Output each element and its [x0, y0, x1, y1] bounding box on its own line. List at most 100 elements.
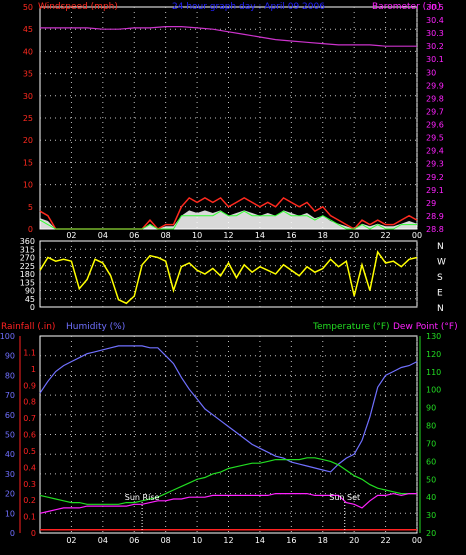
- windspeed-tick-label: 20: [23, 136, 33, 145]
- humidity-tick-label: 40: [5, 450, 15, 459]
- rainfall-tick-label: 1.1: [23, 348, 36, 357]
- barometer-tick-label: 29.3: [426, 160, 444, 169]
- x-tick-label: 22: [380, 536, 390, 545]
- windspeed-tick-label: 40: [23, 47, 33, 56]
- barometer-tick-label: 29.5: [426, 134, 444, 143]
- barometer-tick-label: 30: [426, 68, 436, 77]
- temperature-tick-label: 120: [426, 350, 441, 359]
- x-tick-label: 16: [286, 231, 296, 240]
- windspeed-tick-label: 35: [23, 70, 33, 79]
- barometer-axis-label: Barometer (.in): [372, 2, 441, 12]
- windspeed-axis-label: Windspeed (mph): [38, 2, 118, 12]
- barometer-tick-label: 29.7: [426, 107, 444, 116]
- rainfall-axis-label: Rainfall (.in): [1, 322, 55, 332]
- x-tick-label: 10: [192, 536, 202, 545]
- humidity-tick-label: 90: [5, 352, 15, 361]
- humidity-tick-label: 30: [5, 470, 15, 479]
- x-tick-label: 06: [129, 231, 139, 240]
- direction-tick-label: 180: [20, 270, 35, 279]
- humidity-tick-label: 80: [5, 371, 15, 380]
- barometer-tick-label: 30.5: [426, 3, 444, 12]
- barometer-tick-label: 29.8: [426, 94, 444, 103]
- temperature-line: [39, 457, 417, 505]
- temperature-tick-label: 100: [426, 386, 441, 395]
- panel-2-series: [39, 250, 418, 305]
- x-tick-label: 12: [223, 536, 233, 545]
- temperature-tick-label: 80: [426, 422, 436, 431]
- x-tick-label: 18: [318, 231, 328, 240]
- humidity-tick-label: 20: [5, 490, 15, 499]
- x-tick-label: 02: [66, 536, 76, 545]
- rainfall-tick-label: 0.2: [23, 496, 36, 505]
- temperature-tick-label: 40: [426, 493, 436, 502]
- compass-label: W: [437, 258, 446, 268]
- direction-tick-label: 135: [20, 278, 35, 287]
- windspeed-axis-ticks: 0 5 10 15 20 25 30 35 40 45 50: [23, 3, 33, 234]
- x-tick-label: 20: [349, 231, 359, 240]
- temperature-axis-ticks: 20 30 40 50 60 70 80 90 100 110 120 130: [419, 332, 441, 538]
- windspeed-tick-label: 45: [23, 25, 33, 34]
- compass-label: N: [437, 242, 444, 252]
- barometer-tick-label: 29.2: [426, 173, 444, 182]
- barometer-axis-ticks: 28.8 28.9 29 29.1 29.2 29.3 29.4 29.5 29.6 29.7 29…: [426, 3, 444, 234]
- panel-1-series: [39, 26, 418, 230]
- barometer-line: [40, 26, 417, 47]
- x-tick-label: 04: [98, 231, 108, 240]
- rainfall-axis-ticks: 0 0.1 0.2 0.3 0.4 0.5 0.6 0.7 0.8 0.9 1 1.1: [19, 336, 36, 538]
- barometer-tick-label: 30.3: [426, 29, 444, 38]
- rainfall-tick-label: 0.5: [23, 447, 36, 456]
- x-tick-label: 20: [349, 536, 359, 545]
- humidity-tick-label: 100: [0, 332, 15, 341]
- humidity-tick-label: 50: [5, 431, 15, 440]
- x-tick-label: 18: [318, 536, 328, 545]
- direction-tick-label: 90: [25, 287, 35, 296]
- x-tick-label: 02: [66, 231, 76, 240]
- rainfall-tick-label: 0.7: [23, 414, 36, 423]
- x-tick-label: 10: [192, 231, 202, 240]
- sun-marker-label: Sun Set: [329, 493, 360, 502]
- panel-1-grid: [40, 7, 418, 229]
- compass-label: N: [437, 304, 444, 314]
- barometer-tick-label: 30.1: [426, 55, 444, 64]
- temperature-axis-label: Temperature (°F): [312, 322, 390, 332]
- direction-tick-label: 45: [25, 295, 35, 304]
- temperature-tick-label: 70: [426, 439, 436, 448]
- humidity-tick-label: 10: [5, 509, 15, 518]
- barometer-tick-label: 30.2: [426, 42, 444, 51]
- barometer-tick-label: 28.8: [426, 225, 444, 234]
- barometer-tick-label: 29: [426, 199, 436, 208]
- barometer-tick-label: 29.9: [426, 81, 444, 90]
- windspeed-tick-label: 10: [23, 181, 33, 190]
- rainfall-tick-label: 0.4: [23, 463, 36, 472]
- sun-marker-label: Sun Rise: [125, 493, 160, 502]
- temperature-tick-label: 30: [426, 511, 436, 520]
- rainfall-tick-label: 0.3: [23, 480, 36, 489]
- sun-annotations: Sun Rise Sun Set: [125, 493, 360, 533]
- windspeed-tick-label: 5: [28, 203, 33, 212]
- rainfall-tick-label: 0.9: [23, 381, 36, 390]
- barometer-tick-label: 28.9: [426, 212, 444, 221]
- rainfall-tick-label: 0.6: [23, 431, 36, 440]
- windspeed-tick-label: 50: [23, 3, 33, 12]
- direction-tick-label: 0: [30, 303, 35, 312]
- x-tick-label: 08: [161, 536, 171, 545]
- x-tick-label: 12: [223, 231, 233, 240]
- direction-tick-label: 315: [20, 245, 35, 254]
- temperature-tick-label: 20: [426, 529, 436, 538]
- x-tick-label: 16: [286, 536, 296, 545]
- x-tick-label: 14: [255, 231, 265, 240]
- temperature-tick-label: 50: [426, 475, 436, 484]
- humidity-axis-label: Humidity (%): [66, 322, 125, 332]
- rainfall-tick-label: 1: [31, 365, 36, 374]
- windspeed-tick-label: 25: [23, 114, 33, 123]
- windspeed-tick-label: 30: [23, 92, 33, 101]
- direction-line: [39, 250, 418, 305]
- humidity-axis-ticks: 0 10 20 30 40 50 60 70 80 90 100: [0, 332, 15, 538]
- direction-tick-label: 360: [20, 237, 35, 246]
- humidity-tick-label: 70: [5, 391, 15, 400]
